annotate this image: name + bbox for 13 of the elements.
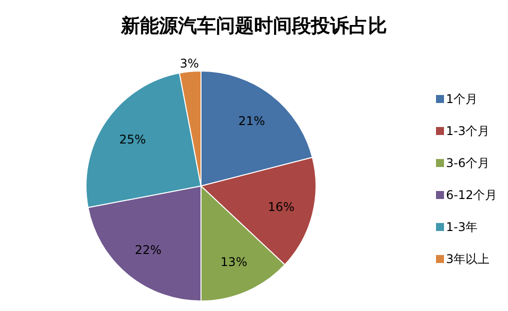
legend-label: 3-6个月 (446, 156, 490, 170)
data-label: 21% (238, 114, 266, 128)
legend-label: 3年以上 (446, 252, 490, 266)
legend-label: 6-12个月 (446, 188, 498, 202)
data-label: 13% (220, 255, 248, 270)
data-label: 22% (134, 243, 162, 257)
legend-label: 1个月 (446, 92, 478, 106)
data-label: 16% (268, 200, 295, 214)
legend-label: 1-3年 (446, 220, 478, 234)
data-label: 25% (119, 132, 146, 147)
data-label: 3% (180, 56, 199, 71)
legend-label: 1-3个月 (446, 124, 490, 138)
chart-title: 新能源汽车问题时间段投诉占比 (120, 15, 387, 37)
